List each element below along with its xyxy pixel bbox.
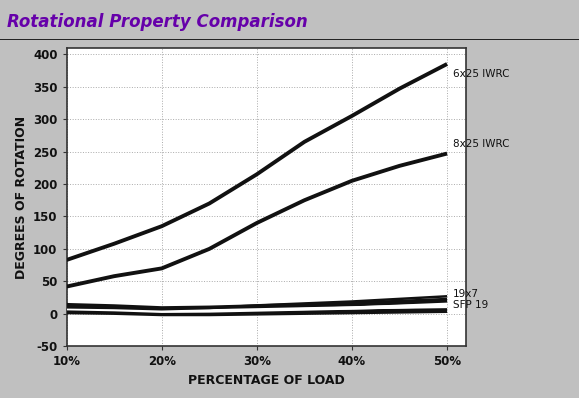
- X-axis label: PERCENTAGE OF LOAD: PERCENTAGE OF LOAD: [188, 374, 345, 387]
- Text: Rotational Property Comparison: Rotational Property Comparison: [7, 13, 307, 31]
- Text: 19x7: 19x7: [453, 289, 479, 299]
- Text: 6x25 IWRC: 6x25 IWRC: [453, 69, 510, 79]
- Y-axis label: DEGREES OF ROTATION: DEGREES OF ROTATION: [14, 115, 27, 279]
- Text: SFP 19: SFP 19: [453, 300, 488, 310]
- Text: 8x25 IWRC: 8x25 IWRC: [453, 139, 510, 149]
